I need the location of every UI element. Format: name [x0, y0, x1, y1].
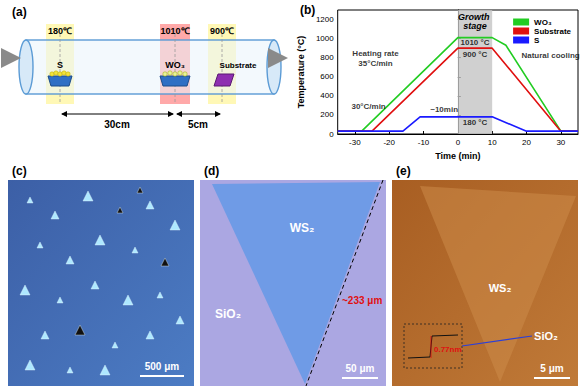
svg-text:WS₂: WS₂ — [489, 282, 512, 294]
svg-text:Growth: Growth — [458, 11, 492, 22]
svg-text:0: 0 — [329, 130, 334, 139]
svg-text:(a): (a) — [12, 5, 27, 19]
svg-text:900℃: 900℃ — [210, 26, 234, 36]
svg-text:1000: 1000 — [316, 34, 334, 43]
svg-text:~233 μm: ~233 μm — [342, 295, 382, 306]
svg-text:(d): (d) — [204, 164, 219, 178]
svg-text:180℃: 180℃ — [48, 26, 72, 36]
svg-text:(e): (e) — [396, 164, 411, 178]
svg-text:50 μm: 50 μm — [346, 363, 375, 374]
svg-text:1010 °C: 1010 °C — [461, 38, 490, 47]
svg-text:Substrate: Substrate — [534, 27, 571, 36]
svg-text:20: 20 — [522, 138, 531, 147]
svg-text:5 μm: 5 μm — [540, 363, 563, 374]
svg-text:0: 0 — [456, 138, 461, 147]
svg-text:S: S — [57, 60, 63, 70]
svg-text:35°C/min: 35°C/min — [358, 59, 392, 68]
svg-text:stage: stage — [463, 21, 487, 31]
svg-text:(c): (c) — [12, 164, 27, 178]
svg-text:Temperature (°C): Temperature (°C) — [296, 36, 306, 108]
svg-text:Time (min): Time (min) — [435, 151, 480, 161]
svg-text:WO₃: WO₃ — [534, 18, 552, 27]
svg-text:500 μm: 500 μm — [145, 361, 180, 372]
svg-text:30°C/min: 30°C/min — [351, 102, 385, 111]
svg-text:200: 200 — [320, 110, 334, 119]
svg-text:600: 600 — [320, 72, 334, 81]
svg-text:Heating rate: Heating rate — [352, 49, 399, 58]
svg-text:Natural cooling: Natural cooling — [521, 51, 579, 60]
svg-text:WO₃: WO₃ — [165, 60, 185, 70]
svg-text:-20: -20 — [383, 138, 395, 147]
svg-text:900 °C: 900 °C — [463, 50, 488, 59]
svg-text:S: S — [534, 36, 540, 45]
svg-text:1200: 1200 — [316, 15, 334, 24]
svg-text:400: 400 — [320, 91, 334, 100]
svg-text:0.77nm: 0.77nm — [434, 345, 462, 354]
svg-text:SiO₂: SiO₂ — [534, 330, 558, 342]
svg-text:~10min: ~10min — [430, 105, 458, 114]
svg-text:SiO₂: SiO₂ — [215, 307, 241, 321]
svg-text:30: 30 — [556, 138, 565, 147]
svg-text:800: 800 — [320, 53, 334, 62]
svg-text:30cm: 30cm — [104, 119, 130, 130]
svg-text:10: 10 — [488, 138, 497, 147]
svg-text:-30: -30 — [349, 138, 361, 147]
svg-text:1010℃: 1010℃ — [160, 26, 189, 36]
svg-text:(b): (b) — [300, 3, 315, 17]
svg-text:5cm: 5cm — [188, 119, 208, 130]
svg-text:180 °C: 180 °C — [463, 118, 488, 127]
svg-text:WS₂: WS₂ — [290, 221, 315, 235]
svg-text:Substrate: Substrate — [220, 61, 257, 70]
svg-text:-10: -10 — [418, 138, 430, 147]
